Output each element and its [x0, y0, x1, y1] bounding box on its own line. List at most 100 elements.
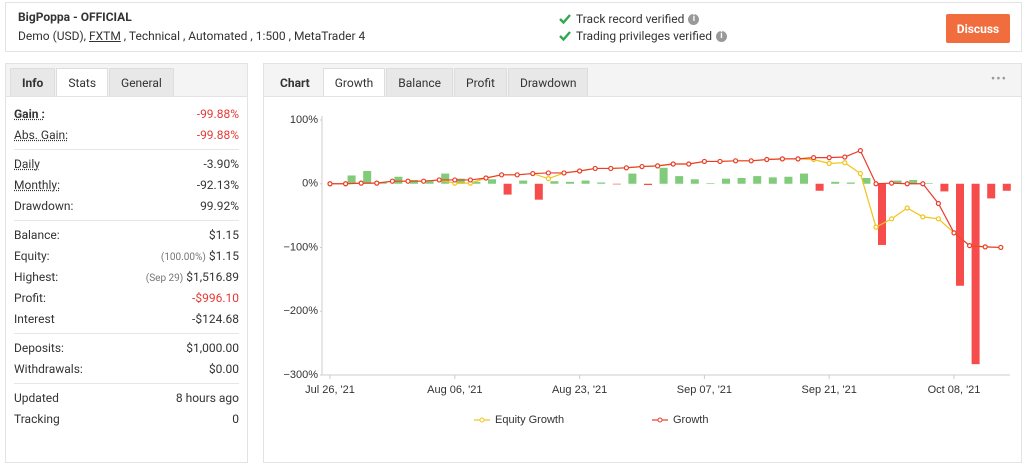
legend-label: Growth [673, 414, 708, 426]
stats-row: Daily -3.90% [14, 153, 239, 174]
bar [581, 180, 590, 184]
bar [659, 167, 668, 184]
y-tick-label: −200% [283, 305, 318, 317]
bar [425, 180, 434, 184]
bar [831, 181, 840, 184]
stat-label: Tracking [14, 411, 60, 426]
point [764, 156, 770, 163]
bar [644, 183, 652, 186]
stat-value-wrap: -99.88% [197, 107, 239, 121]
point [935, 200, 942, 207]
point [826, 160, 832, 166]
x-tick-label: Sep 07, '21 [677, 384, 732, 396]
stats-row: Highest: (Sep 29) $1,516.89 [14, 266, 239, 287]
tab[interactable]: Stats [56, 68, 109, 96]
info-icon[interactable]: i [715, 30, 727, 42]
menu-dots[interactable]: ••• [990, 72, 1007, 87]
account-header: BigPoppa - OFFICIAL Demo (USD), FXTM , T… [5, 2, 1022, 52]
tab[interactable]: Balance [386, 68, 454, 96]
bar [893, 180, 902, 184]
tab[interactable]: Profit [454, 68, 507, 96]
detail-text: Demo (USD), [18, 29, 89, 43]
point [904, 205, 910, 211]
bar [488, 179, 496, 184]
info-icon[interactable]: i [688, 13, 700, 25]
bar [722, 178, 730, 184]
stats-row: Equity: (100.00%) $1.15 [14, 245, 239, 266]
stats-list: Gain : -99.88% Abs. Gain: -99.88% Daily -3.90… [14, 100, 239, 433]
stat-label: Highest: [14, 269, 59, 284]
point [873, 181, 879, 187]
broker-link[interactable]: FXTM [89, 29, 121, 43]
stat-value-wrap: $1,000.00 [186, 341, 239, 355]
point [732, 158, 739, 164]
stats-row: Tracking 0 [14, 408, 239, 429]
account-details: Demo (USD), FXTM , Technical , Automated… [18, 29, 365, 43]
point [389, 178, 395, 184]
point [530, 170, 536, 177]
tab-bar: Info Stats General [6, 64, 247, 97]
y-tick-label: 0% [302, 178, 318, 190]
point [545, 176, 552, 182]
stat-value-wrap: 0 [232, 412, 239, 426]
point [920, 214, 926, 220]
verification-text: Track record verified [576, 12, 685, 26]
point [951, 230, 957, 236]
stat-value: -99.88% [196, 127, 239, 142]
point [826, 155, 832, 161]
y-tick-label: 100% [290, 114, 318, 126]
tab[interactable]: Chart [280, 76, 310, 90]
bar [519, 180, 528, 184]
bar [846, 182, 855, 184]
stat-value: $1,516.89 [186, 269, 239, 284]
tab[interactable]: Growth [322, 68, 386, 96]
point [436, 177, 442, 183]
x-tick-label: Aug 23, '21 [552, 384, 607, 396]
verification-text: Trading privileges verified [576, 29, 712, 43]
bar [987, 183, 996, 199]
bar [456, 178, 465, 184]
bar [363, 171, 372, 184]
point [592, 165, 598, 172]
bar [566, 181, 574, 184]
point [576, 168, 583, 174]
series-line [330, 149, 1001, 249]
bar [1002, 183, 1011, 191]
stat-value: 99.92% [200, 198, 239, 213]
chart: 100% 0% −100% −200% −300% Jul 26, '21 Aug 06, … [283, 114, 1011, 426]
stat-label: Updated [14, 390, 59, 405]
stat-value-wrap: 8 hours ago [176, 391, 239, 405]
bar [800, 173, 808, 184]
point [966, 242, 973, 249]
stat-value-wrap: $1.15 [209, 228, 239, 242]
stats-row: Profit: -$996.10 [14, 287, 239, 308]
stat-value-wrap: -92.13% [197, 178, 239, 192]
point [842, 160, 848, 166]
stat-value: -99.88% [196, 106, 239, 121]
check-icon [559, 14, 571, 25]
bar [472, 181, 481, 184]
stats-row: Deposits: $1,000.00 [14, 337, 239, 358]
legend-marker [657, 417, 663, 423]
stat-note: (Sep 29) [145, 272, 184, 284]
point [857, 170, 864, 177]
tab[interactable]: General [109, 68, 174, 96]
tab[interactable]: Drawdown [507, 68, 589, 96]
stat-value: $1.15 [208, 227, 239, 242]
point [748, 158, 754, 164]
discuss-button[interactable]: Discuss [946, 14, 1010, 43]
point [670, 161, 676, 167]
bar [956, 183, 964, 286]
tab-bar: Chart Growth Balance Profit Drawdown [264, 64, 1021, 97]
stats-row: Drawdown: 99.92% [14, 195, 239, 216]
point [888, 180, 895, 186]
point [998, 244, 1004, 251]
stats-group: Balance: $1.15 Equity: (100.00%) $1.15 Highes… [14, 221, 239, 334]
verification: Trading privileges verified i [558, 29, 727, 43]
tab[interactable]: Info [10, 68, 56, 96]
stat-value: $0.00 [208, 361, 239, 376]
bar [878, 183, 886, 245]
stats-row: Gain : -99.88% [14, 103, 239, 124]
bar [394, 176, 403, 184]
point [358, 180, 364, 186]
